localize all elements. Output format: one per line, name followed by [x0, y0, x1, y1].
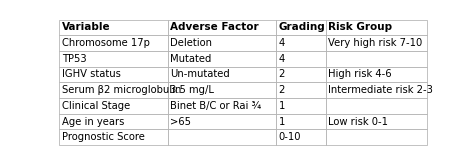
Bar: [59, 51, 168, 67]
Text: Clinical Stage: Clinical Stage: [62, 101, 130, 111]
Text: 2: 2: [279, 85, 285, 95]
Text: TP53: TP53: [62, 54, 86, 64]
Text: 4: 4: [279, 38, 285, 48]
Text: IGHV status: IGHV status: [62, 69, 121, 80]
Bar: [276, 82, 326, 98]
Text: Deletion: Deletion: [170, 38, 212, 48]
Text: Prognostic Score: Prognostic Score: [62, 132, 145, 142]
Text: High risk 4-6: High risk 4-6: [328, 69, 392, 80]
Bar: [59, 114, 168, 129]
Text: Binet B/C or Rai ¾: Binet B/C or Rai ¾: [170, 101, 262, 111]
Bar: [168, 114, 276, 129]
Bar: [326, 82, 427, 98]
Text: 1: 1: [279, 117, 285, 126]
Bar: [276, 129, 326, 145]
Bar: [59, 20, 168, 35]
Bar: [326, 114, 427, 129]
Bar: [59, 82, 168, 98]
Text: 2: 2: [279, 69, 285, 80]
Bar: [326, 67, 427, 82]
Bar: [168, 51, 276, 67]
Text: Mutated: Mutated: [170, 54, 211, 64]
Text: Age in years: Age in years: [62, 117, 124, 126]
Bar: [168, 98, 276, 114]
Text: Serum β2 microglobulin: Serum β2 microglobulin: [62, 85, 181, 95]
Text: 3.5 mg/L: 3.5 mg/L: [170, 85, 214, 95]
Text: Grading: Grading: [279, 22, 325, 32]
Bar: [276, 35, 326, 51]
Bar: [276, 20, 326, 35]
Bar: [59, 98, 168, 114]
Text: >65: >65: [170, 117, 191, 126]
Bar: [168, 20, 276, 35]
Bar: [168, 35, 276, 51]
Bar: [326, 20, 427, 35]
Bar: [326, 98, 427, 114]
Bar: [168, 82, 276, 98]
Text: Risk Group: Risk Group: [328, 22, 392, 32]
Text: 1: 1: [279, 101, 285, 111]
Bar: [276, 98, 326, 114]
Bar: [59, 35, 168, 51]
Bar: [326, 35, 427, 51]
Text: Adverse Factor: Adverse Factor: [170, 22, 259, 32]
Text: Chromosome 17p: Chromosome 17p: [62, 38, 150, 48]
Text: 0-10: 0-10: [279, 132, 301, 142]
Text: Un-mutated: Un-mutated: [170, 69, 230, 80]
Text: Intermediate risk 2-3: Intermediate risk 2-3: [328, 85, 433, 95]
Bar: [326, 51, 427, 67]
Bar: [326, 129, 427, 145]
Bar: [276, 114, 326, 129]
Bar: [168, 67, 276, 82]
Text: 4: 4: [279, 54, 285, 64]
Bar: [276, 67, 326, 82]
Bar: [276, 51, 326, 67]
Text: Variable: Variable: [62, 22, 110, 32]
Bar: [59, 129, 168, 145]
Text: Very high risk 7-10: Very high risk 7-10: [328, 38, 422, 48]
Text: Low risk 0-1: Low risk 0-1: [328, 117, 388, 126]
Bar: [168, 129, 276, 145]
Bar: [59, 67, 168, 82]
